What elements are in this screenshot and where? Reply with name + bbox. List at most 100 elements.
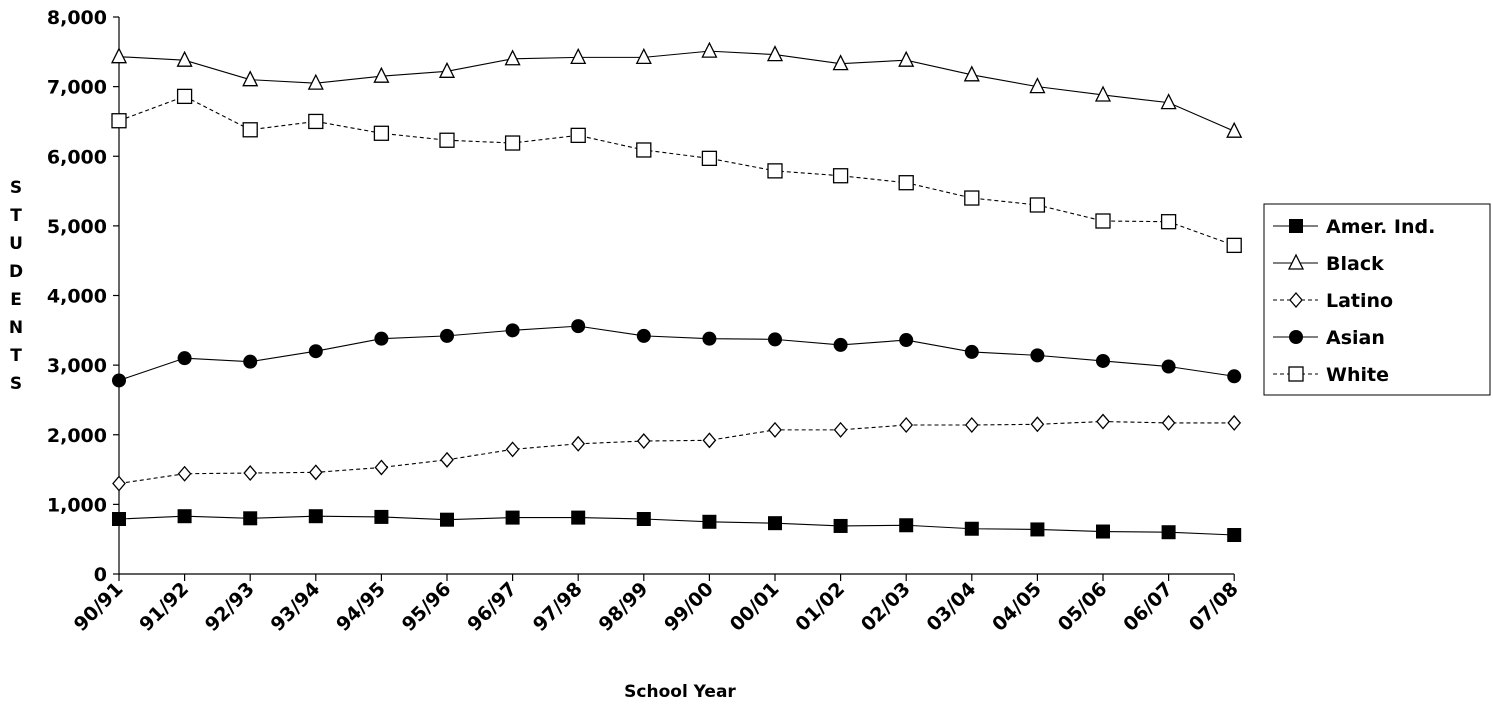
y-axis-title-letter: T bbox=[10, 206, 22, 226]
x-tick-label: 04/05 bbox=[988, 578, 1046, 636]
data-point-amer-ind bbox=[1161, 525, 1176, 540]
data-point-asian bbox=[374, 331, 389, 346]
data-point-black bbox=[832, 54, 849, 71]
data-point-white bbox=[111, 113, 127, 129]
data-point-amer-ind bbox=[1227, 528, 1242, 543]
data-point-latino bbox=[1096, 413, 1110, 430]
data-point-amer-ind bbox=[440, 512, 454, 527]
chart-axes bbox=[113, 16, 1235, 581]
data-point-latino bbox=[833, 421, 848, 438]
data-point-latino bbox=[374, 459, 389, 476]
y-tick-label: 4,000 bbox=[47, 286, 107, 308]
data-point-black bbox=[963, 65, 980, 82]
x-tick-label: 97/98 bbox=[529, 578, 587, 636]
series-asian bbox=[112, 319, 1242, 388]
series-latino bbox=[112, 413, 1242, 492]
data-point-asian bbox=[833, 337, 848, 352]
data-point-black bbox=[110, 47, 128, 64]
data-point-amer-ind bbox=[571, 510, 586, 525]
data-point-asian bbox=[505, 323, 520, 338]
data-point-white bbox=[636, 142, 652, 158]
x-tick-label: 90/91 bbox=[70, 578, 128, 636]
data-point-asian bbox=[768, 332, 782, 347]
series-amer-ind bbox=[112, 509, 1242, 543]
data-point-latino bbox=[702, 432, 717, 449]
series-line-asian bbox=[118, 325, 1235, 381]
data-point-amer-ind bbox=[177, 509, 192, 524]
data-point-white bbox=[1095, 213, 1111, 229]
data-point-amer-ind bbox=[636, 511, 651, 526]
x-tick-label: 07/08 bbox=[1185, 578, 1243, 636]
data-point-white bbox=[570, 127, 586, 144]
data-point-asian bbox=[177, 351, 192, 366]
legend-label-black: Black bbox=[1326, 253, 1384, 275]
data-point-amer-ind bbox=[112, 511, 126, 526]
series-line-amer-ind bbox=[118, 515, 1235, 536]
data-point-black bbox=[1029, 77, 1046, 94]
data-point-asian bbox=[112, 373, 126, 388]
data-point-white bbox=[308, 113, 324, 130]
data-point-latino bbox=[1227, 414, 1242, 431]
y-axis-title-letter: N bbox=[9, 318, 23, 338]
legend-swatch-marker bbox=[1288, 366, 1304, 382]
data-point-amer-ind bbox=[833, 518, 848, 533]
data-point-white bbox=[964, 190, 980, 206]
y-tick-label: 5,000 bbox=[47, 216, 107, 238]
x-tick-label: 02/03 bbox=[857, 578, 915, 636]
data-point-latino bbox=[112, 475, 126, 492]
x-tick-label: 92/93 bbox=[201, 578, 259, 636]
data-point-asian bbox=[1030, 348, 1045, 363]
data-point-black bbox=[1094, 85, 1112, 102]
data-point-black bbox=[570, 47, 587, 65]
data-point-white bbox=[1160, 214, 1177, 230]
data-point-amer-ind bbox=[1096, 524, 1110, 539]
data-point-black bbox=[766, 45, 784, 62]
data-point-asian bbox=[1227, 369, 1242, 384]
legend-swatch-marker bbox=[1289, 330, 1303, 344]
data-point-asian bbox=[440, 328, 454, 343]
data-point-amer-ind bbox=[505, 510, 520, 525]
data-point-latino bbox=[964, 417, 979, 434]
data-point-amer-ind bbox=[374, 509, 389, 524]
data-point-latino bbox=[243, 465, 258, 482]
x-tick-label: 93/94 bbox=[266, 578, 324, 636]
x-tick-label: 95/96 bbox=[398, 578, 456, 636]
series-line-black bbox=[118, 50, 1235, 132]
y-tick-label: 8,000 bbox=[47, 7, 107, 29]
legend: Amer. Ind. Black Latino Asian White bbox=[1263, 203, 1491, 396]
data-point-black bbox=[898, 50, 915, 67]
x-tick-label: 01/02 bbox=[791, 578, 849, 636]
data-point-black bbox=[176, 50, 193, 67]
data-point-latino bbox=[1030, 416, 1045, 433]
data-point-latino bbox=[308, 464, 323, 481]
data-point-black bbox=[1226, 121, 1243, 138]
x-tick-label: 98/99 bbox=[594, 578, 652, 636]
y-axis-title-letter: T bbox=[10, 346, 22, 366]
x-tick-label: 91/92 bbox=[135, 578, 193, 636]
data-point-black bbox=[1160, 93, 1177, 110]
data-point-amer-ind bbox=[964, 521, 979, 536]
data-point-latino bbox=[440, 451, 454, 468]
data-point-asian bbox=[308, 344, 323, 359]
data-point-black bbox=[635, 47, 652, 65]
data-point-white bbox=[1226, 237, 1242, 254]
legend-swatch-marker bbox=[1289, 292, 1303, 308]
data-point-asian bbox=[636, 328, 651, 343]
data-point-asian bbox=[571, 319, 586, 334]
legend-label-asian: Asian bbox=[1326, 327, 1385, 349]
y-axis-title-letter: E bbox=[10, 290, 22, 310]
data-point-white bbox=[439, 132, 455, 148]
y-axis-title-letter: D bbox=[9, 262, 23, 282]
legend-label-white: White bbox=[1326, 364, 1389, 386]
legend-label-latino: Latino bbox=[1326, 290, 1393, 312]
data-point-black bbox=[307, 73, 324, 90]
y-tick-label: 2,000 bbox=[47, 425, 107, 447]
y-tick-label: 3,000 bbox=[47, 355, 107, 377]
data-point-asian bbox=[1096, 353, 1110, 368]
x-tick-label: 00/01 bbox=[726, 578, 784, 636]
data-point-amer-ind bbox=[243, 511, 258, 526]
data-point-black bbox=[373, 66, 390, 83]
y-tick-label: 1,000 bbox=[47, 494, 107, 516]
